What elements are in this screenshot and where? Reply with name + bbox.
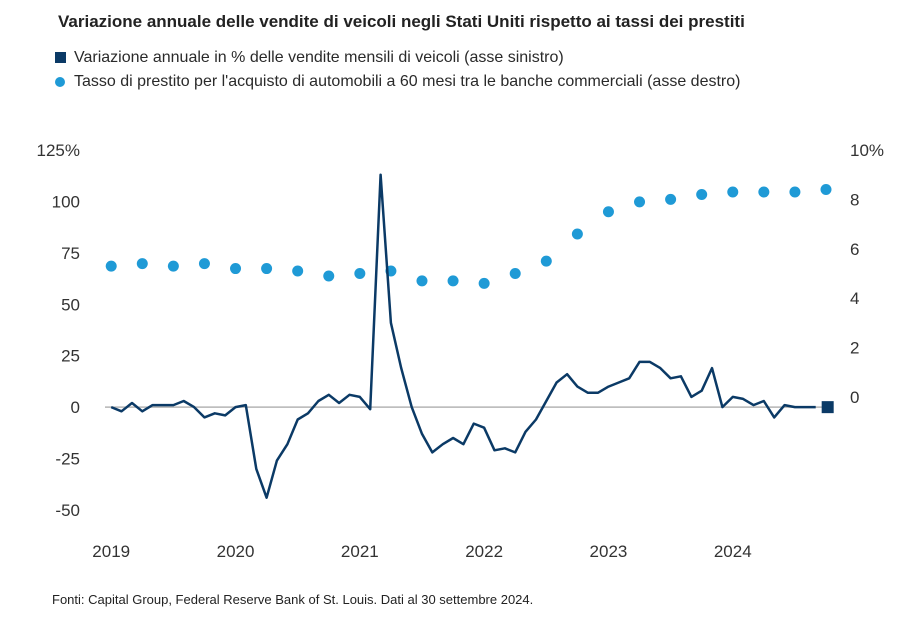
left-axis-tick-label: 100 xyxy=(52,192,80,211)
loan-rate-point xyxy=(602,206,614,218)
right-axis-tick-label: 4 xyxy=(850,289,859,308)
right-axis-tick-label: 8 xyxy=(850,190,859,209)
loan-rate-point xyxy=(478,277,490,289)
legend: Variazione annuale in % delle vendite me… xyxy=(52,47,834,93)
left-axis-tick-label: 50 xyxy=(61,295,80,314)
legend-dot-marker xyxy=(55,77,65,87)
right-axis-tick-label: 6 xyxy=(850,240,859,259)
left-axis-tick-label: 25 xyxy=(61,347,80,366)
right-axis-tick-label: 2 xyxy=(850,339,859,358)
loan-rate-point xyxy=(789,186,801,198)
right-axis-tick-label: 0 xyxy=(850,388,859,407)
loan-rate-point xyxy=(198,258,210,270)
x-axis-tick-label: 2023 xyxy=(590,542,628,561)
x-axis-ticks: 2019 2020 2021 2022 2023 2024 xyxy=(92,542,751,561)
left-axis-tick-label: 75 xyxy=(61,244,80,263)
loan-rate-point xyxy=(167,260,179,272)
loan-rate-point xyxy=(354,268,366,279)
legend-label-loan-rate: Tasso di prestito per l'acquisto di auto… xyxy=(74,73,741,90)
loan-rate-point xyxy=(634,196,646,208)
loan-rate-point xyxy=(323,270,335,282)
x-axis-tick-label: 2024 xyxy=(714,542,752,561)
loan-rate-point xyxy=(758,186,770,198)
loan-rate-point xyxy=(665,193,677,205)
loan-rate-point xyxy=(696,188,708,200)
loan-rate-point xyxy=(261,263,273,275)
legend-label-sales: Variazione annuale in % delle vendite me… xyxy=(74,49,564,66)
left-axis-tick-label: 125% xyxy=(37,141,80,160)
loan-rate-point xyxy=(571,228,583,240)
left-axis-tick-label: -25 xyxy=(55,450,80,469)
sales-change-line xyxy=(110,173,816,499)
loan-rate-point xyxy=(105,260,117,272)
loan-rate-dots xyxy=(105,184,832,289)
loan-rate-point xyxy=(230,263,242,275)
loan-rate-point xyxy=(509,268,521,279)
right-axis-ticks: 10% 8 6 4 2 0 xyxy=(850,141,884,407)
source-note: Fonti: Capital Group, Federal Reserve Ba… xyxy=(52,592,534,607)
legend-square-marker xyxy=(55,52,66,63)
loan-rate-point xyxy=(820,184,832,196)
x-axis-tick-label: 2022 xyxy=(465,542,503,561)
left-axis-tick-label: 0 xyxy=(71,398,80,417)
x-axis-tick-label: 2020 xyxy=(217,542,255,561)
x-axis-tick-label: 2021 xyxy=(341,542,379,561)
loan-rate-point xyxy=(727,186,739,198)
loan-rate-point xyxy=(447,275,459,287)
loan-rate-point xyxy=(416,275,428,287)
left-axis-tick-label: -50 xyxy=(55,501,80,520)
chart-title: Variazione annuale delle vendite di veic… xyxy=(58,12,745,31)
legend-item-loan-rate: Tasso di prestito per l'acquisto di auto… xyxy=(52,71,834,93)
legend-item-sales: Variazione annuale in % delle vendite me… xyxy=(52,47,834,69)
x-axis-tick-label: 2019 xyxy=(92,542,130,561)
sales-last-point-marker xyxy=(821,401,834,414)
loan-rate-point xyxy=(292,265,304,277)
loan-rate-point xyxy=(540,255,552,267)
loan-rate-point xyxy=(136,258,148,270)
right-axis-tick-label: 10% xyxy=(850,141,884,160)
left-axis-ticks: 125% 100 75 50 25 0 -25 -50 xyxy=(37,141,80,520)
